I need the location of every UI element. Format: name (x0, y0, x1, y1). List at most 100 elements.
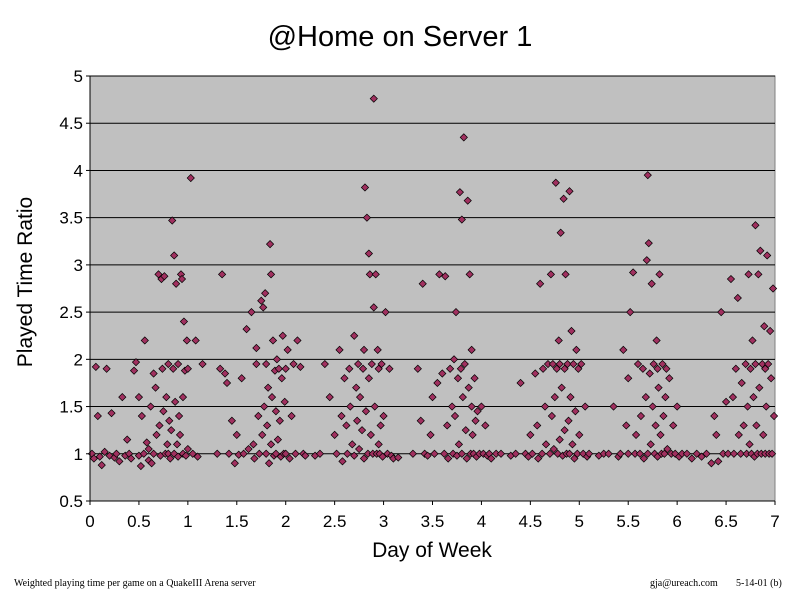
data-point (267, 393, 277, 402)
data-point (656, 430, 665, 439)
footer-date-stamp: 5-14-01 (b) (736, 578, 782, 589)
data-point (455, 188, 464, 197)
data-point (353, 416, 362, 425)
data-point (289, 359, 298, 369)
data-point (584, 449, 594, 458)
data-point (651, 421, 660, 430)
data-point (95, 452, 104, 461)
data-point (631, 430, 641, 439)
footer-description: Weighted playing time per game on a Quak… (14, 578, 256, 589)
data-point (369, 303, 378, 312)
data-point (146, 402, 155, 411)
data-point (172, 440, 182, 449)
data-point (216, 364, 225, 373)
data-point (444, 454, 453, 463)
data-point (734, 430, 743, 439)
data-point (408, 449, 418, 458)
data-point (281, 364, 290, 373)
data-point (766, 326, 775, 336)
data-point (262, 359, 271, 369)
x-tick-label: 0 (85, 512, 94, 531)
data-point (682, 449, 692, 458)
data-point (268, 336, 278, 345)
data-point (172, 279, 181, 288)
data-point (428, 393, 437, 402)
data-point (224, 449, 234, 458)
data-point (355, 444, 364, 454)
data-point (467, 402, 476, 411)
data-point (463, 196, 472, 205)
data-point (287, 411, 296, 421)
data-point (354, 359, 363, 369)
data-point (470, 374, 479, 383)
data-point (147, 459, 156, 468)
data-point (259, 303, 268, 312)
y-tick-label: 3 (74, 256, 83, 275)
data-point (739, 421, 748, 430)
data-point (644, 239, 653, 248)
x-tick-label: 5 (575, 512, 584, 531)
data-point (473, 407, 482, 416)
data-point (293, 336, 302, 345)
data-point (531, 369, 540, 378)
data-point (137, 411, 146, 421)
y-tick-label: 3.5 (59, 209, 83, 228)
data-point (188, 449, 197, 458)
data-point (335, 345, 344, 354)
data-point (181, 451, 190, 460)
data-point (465, 270, 474, 279)
data-point (183, 364, 192, 373)
data-point (159, 407, 168, 416)
data-point (166, 454, 175, 463)
data-point (361, 407, 371, 416)
data-point (338, 457, 347, 466)
data-point (496, 449, 506, 458)
data-point (658, 359, 667, 369)
data-point (622, 421, 631, 430)
data-point (381, 308, 390, 317)
data-point (471, 416, 480, 425)
data-point (575, 430, 584, 439)
data-point (633, 359, 643, 369)
data-point (759, 430, 768, 439)
x-axis-ticks: 0 0.5 1 1.5 2 2.5 3 3.5 4 4.5 5 5.5 6 6.5 7 (85, 501, 780, 531)
data-point (626, 308, 635, 317)
data-point (545, 449, 555, 458)
data-point (183, 444, 192, 454)
data-point (568, 440, 577, 449)
data-point (142, 438, 151, 447)
plot-area (89, 75, 776, 502)
data-point (533, 421, 542, 430)
data-point (271, 407, 281, 416)
data-point (254, 411, 263, 421)
data-point (377, 359, 386, 369)
data-points (87, 94, 779, 471)
data-point (581, 402, 590, 411)
data-point (654, 383, 663, 392)
data-point (123, 435, 132, 444)
data-point (362, 213, 372, 222)
data-point (526, 430, 535, 439)
data-point (423, 451, 432, 460)
data-point (567, 326, 576, 336)
data-point (247, 308, 256, 317)
data-point (571, 407, 580, 416)
data-point (556, 228, 565, 237)
data-point (250, 454, 259, 463)
data-point (707, 459, 716, 468)
data-point (193, 452, 202, 461)
x-tick-label: 6 (672, 512, 681, 531)
data-point (227, 416, 236, 425)
data-point (355, 393, 365, 402)
data-point (158, 364, 167, 373)
data-point (277, 374, 286, 383)
data-point (237, 374, 246, 383)
data-point (751, 221, 760, 230)
x-tick-label: 1.5 (225, 512, 249, 531)
data-point (760, 322, 769, 331)
data-point (756, 246, 765, 255)
data-point (647, 279, 656, 288)
data-point (447, 402, 457, 411)
data-point (548, 359, 557, 369)
data-point (741, 359, 750, 369)
